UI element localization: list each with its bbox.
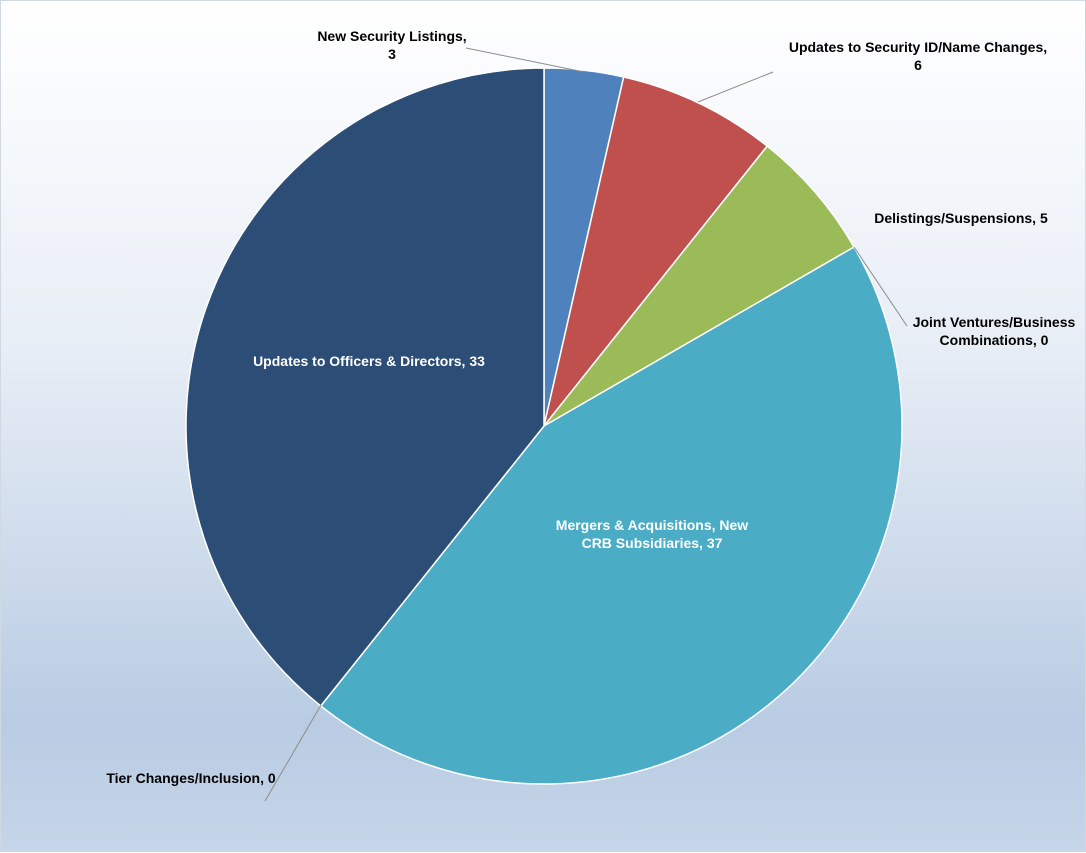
slice-delistings-suspensions (543, 145, 856, 427)
leader-line-joint-ventures-business-combinations (853, 246, 908, 327)
slice-label-line: Updates to Officers & Directors, 33 (253, 353, 485, 369)
slice-label-line: 6 (914, 57, 922, 73)
leader-line-tier-changes-inclusion (264, 704, 322, 802)
slice-label-line: Updates to Security ID/Name Changes, (789, 39, 1047, 55)
slice-label-line: New Security Listings, (317, 28, 466, 44)
slice-label-line: Delistings/Suspensions, 5 (874, 210, 1048, 226)
slice-label-line: Joint Ventures/Business (913, 314, 1076, 330)
slice-label-tier-changes-inclusion: Tier Changes/Inclusion, 0 (106, 770, 276, 786)
slice-label-line: Combinations, 0 (940, 332, 1049, 348)
slice-label-delistings-suspensions: Delistings/Suspensions, 5 (874, 210, 1048, 226)
pie-slices (185, 67, 903, 785)
slice-updates-to-officers-and-directors (185, 67, 545, 707)
slice-label-line: Mergers & Acquisitions, New (556, 517, 749, 533)
leader-line-new-security-listings (465, 47, 585, 73)
slice-label-new-security-listings: New Security Listings, 3 (317, 28, 466, 62)
slice-label-line: CRB Subsidiaries, 37 (582, 535, 723, 551)
slice-mergers-and-acquisitions-new-crb-subsidiaries (319, 245, 903, 785)
slice-label-updates-to-officers-and-directors: Updates to Officers & Directors, 33 (253, 353, 485, 369)
leader-lines (264, 47, 908, 802)
slice-label-joint-ventures-business-combinations: Joint Ventures/Business Combinations, 0 (913, 314, 1076, 348)
slice-label-line: Tier Changes/Inclusion, 0 (106, 770, 276, 786)
slice-label-mergers-and-acquisitions-new-crb-subsidiaries: Mergers & Acquisitions, New CRB Subsidiar… (556, 517, 749, 551)
leader-line-updates-to-security-id-name-changes (697, 71, 774, 103)
slice-label-line: 3 (388, 46, 396, 62)
slice-labels: New Security Listings, 3 Updates to Securi… (106, 28, 1075, 786)
slice-updates-to-security-id-name-changes (543, 76, 769, 427)
slice-label-updates-to-security-id-name-changes: Updates to Security ID/Name Changes, 6 (789, 39, 1047, 73)
